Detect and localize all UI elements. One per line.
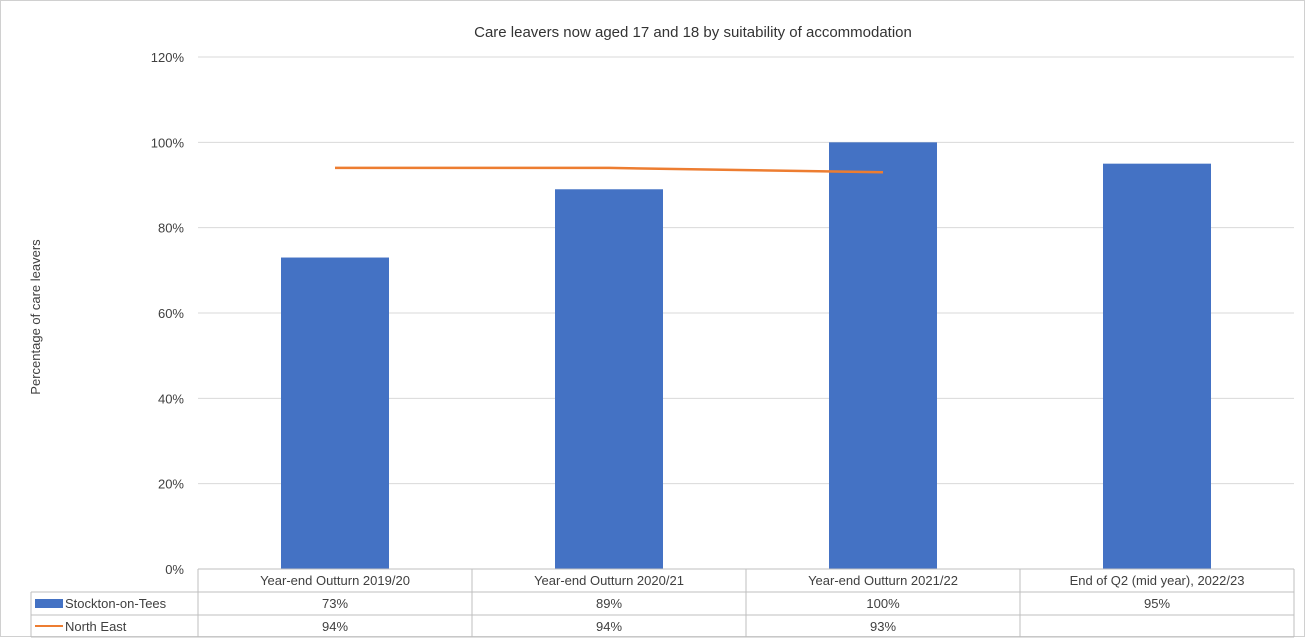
y-tick-label: 20% <box>158 477 184 492</box>
legend-key-bar <box>35 599 63 608</box>
y-tick-label: 100% <box>151 135 185 150</box>
data-table: Year-end Outturn 2019/20 Year-end Outturn… <box>30 568 1295 638</box>
y-tick-label: 0% <box>165 562 184 577</box>
x-tick-label: Year-end Outturn 2020/21 <box>534 573 684 588</box>
bar <box>281 257 389 569</box>
data-label: 94% <box>596 619 622 634</box>
y-tick-label: 60% <box>158 306 184 321</box>
y-axis-label: Percentage of care leavers <box>28 239 43 395</box>
data-label: 100% <box>866 596 900 611</box>
y-tick-label: 120% <box>151 50 185 65</box>
y-axis-ticks: 0% 20% 40% 60% 80% 100% 120% <box>151 50 185 577</box>
bar <box>555 189 663 569</box>
bar <box>829 142 937 570</box>
data-label: 95% <box>1144 596 1170 611</box>
y-tick-label: 80% <box>158 221 184 236</box>
data-label: 89% <box>596 596 622 611</box>
x-tick-label: End of Q2 (mid year), 2022/23 <box>1070 573 1245 588</box>
x-tick-label: Year-end Outturn 2021/22 <box>808 573 958 588</box>
x-tick-label: Year-end Outturn 2019/20 <box>260 573 410 588</box>
y-tick-label: 40% <box>158 391 184 406</box>
bars <box>281 142 1211 570</box>
bar <box>1103 163 1211 569</box>
legend-label: Stockton-on-Tees <box>65 596 167 611</box>
north-east-line-layer <box>335 166 884 174</box>
north-east-line <box>335 166 884 174</box>
legend-label: North East <box>65 619 127 634</box>
chart-title: Care leavers now aged 17 and 18 by suita… <box>474 24 912 41</box>
data-label: 94% <box>322 619 348 634</box>
data-label: 93% <box>870 619 896 634</box>
data-label: 73% <box>322 596 348 611</box>
